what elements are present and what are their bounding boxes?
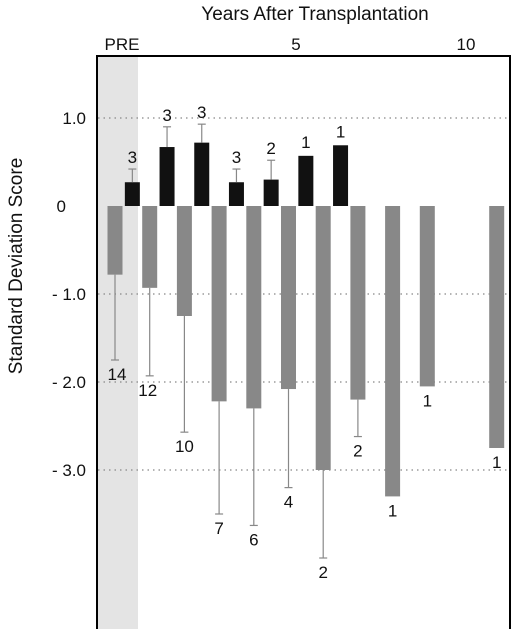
top-tick-10: 10 [457,35,476,54]
black-bar [194,142,210,206]
black-bar [124,182,140,206]
black-bar [228,182,244,206]
n-label: 4 [284,493,293,512]
black-bar [333,145,349,206]
y-tick-label: - 2.0 [52,373,86,392]
n-label: 1 [388,501,397,520]
n-label: 2 [353,442,362,461]
n-label: 3 [232,148,241,167]
grey-bar [281,206,296,390]
top-tick-5: 5 [291,35,300,54]
y-tick-label: - 1.0 [52,285,86,304]
n-label: 3 [197,103,206,122]
n-label: 1 [301,133,310,152]
grid [98,117,509,471]
n-label: 7 [214,519,223,538]
y-tick-label: 0 [57,197,66,216]
pre-shading [98,56,138,629]
grey-bar [246,206,262,409]
n-label: 2 [318,563,327,582]
grey-bar [419,206,435,387]
n-label: 3 [162,106,171,125]
n-label: 1 [336,122,345,141]
y-tick-labels: 1.0 0 - 1.0 - 2.0 - 3.0 [52,109,86,480]
n-label: 12 [138,381,157,400]
y-axis-title: Standard Deviation Score [6,158,27,375]
grey-bar [211,206,227,402]
grey-bar [142,206,158,288]
top-tick-pre: PRE [105,35,140,54]
grey-bar [315,206,331,470]
grey-bar [489,206,505,448]
n-label: 1 [492,453,501,472]
n-label: 3 [128,148,137,167]
n-label: 6 [249,530,258,549]
n-label: 1 [423,391,432,410]
y-tick-label: - 3.0 [52,461,86,480]
black-bar [263,179,279,206]
grey-bar [350,206,366,400]
grey-bar [107,206,123,275]
grey-bar [176,206,192,316]
black-bar [298,155,314,206]
grey-bar [385,206,401,497]
y-tick-label: 1.0 [62,109,86,128]
black-bar [159,147,175,206]
bars: 14 12 10 7 6 4 2 2 1 1 1 3 3 3 3 2 1 1 [107,103,505,582]
plot-frame [96,55,511,629]
n-label: 10 [175,437,194,456]
n-label: 2 [266,139,275,158]
n-label: 14 [108,365,127,384]
x-axis-title: Years After Transplantation [201,4,428,25]
